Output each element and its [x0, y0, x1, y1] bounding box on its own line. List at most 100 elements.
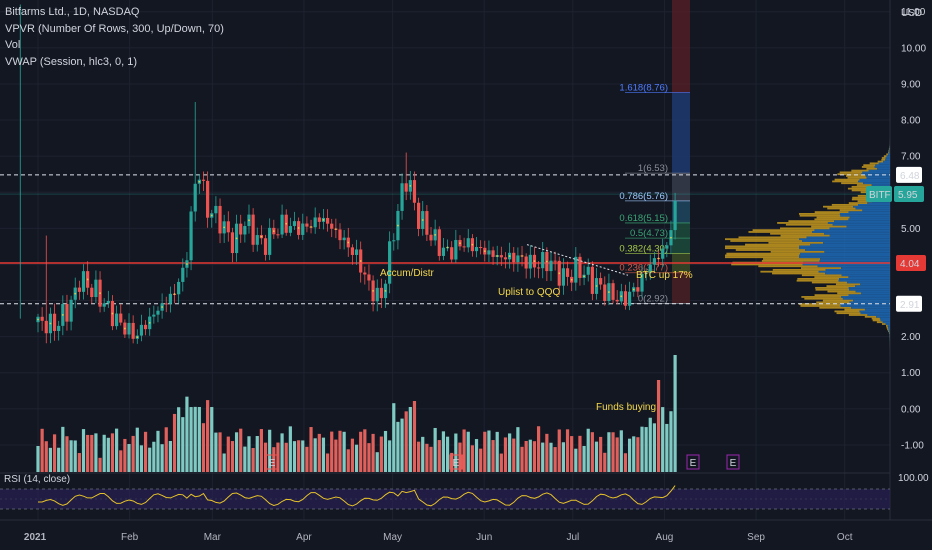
vpvr-bar-down [738, 236, 807, 239]
symbol-badge[interactable] [866, 186, 892, 203]
volume-bar [429, 446, 433, 472]
vwap-point [359, 260, 362, 262]
vpvr-bar-up [834, 220, 890, 223]
volume-bar [408, 407, 412, 472]
volume-bar [582, 445, 586, 472]
vwap-point [334, 228, 337, 230]
earnings-marker[interactable] [449, 454, 463, 470]
volume-bar [404, 411, 408, 472]
fib-label: 0.618(5.15) [619, 213, 668, 224]
candle-body [648, 264, 652, 273]
vpvr-bar-up [885, 323, 890, 325]
legend-vwap[interactable]: VWAP (Session, hlc3, 0, 1) [5, 55, 138, 68]
price-tick-label: -1.00 [901, 440, 924, 451]
legend-title[interactable]: Bitfarms Ltd., 1D, NASDAQ [5, 6, 140, 18]
volume-bar [586, 428, 590, 472]
vpvr-bar-up [863, 182, 890, 185]
vpvr-bar-down [815, 287, 849, 289]
candle-body [189, 211, 193, 261]
level-high-badge[interactable] [896, 166, 922, 183]
vpvr-bar-down [848, 202, 868, 204]
vpvr-bar-down [799, 214, 841, 217]
level-red-badge[interactable] [896, 255, 926, 271]
vpvr-bar-up [799, 254, 890, 257]
time-tick-label: Oct [837, 532, 853, 543]
vpvr-bar-up [880, 319, 890, 322]
volume-bar [110, 433, 115, 472]
time-tick-label: Jun [476, 532, 492, 543]
vpvr-bar-down [847, 176, 867, 179]
candle-body [263, 238, 268, 255]
candle-body [268, 227, 272, 255]
time-tick-label: Sep [747, 532, 765, 543]
vpvr-bar-down [881, 157, 886, 159]
earnings-marker[interactable] [265, 454, 279, 470]
vpvr-bar-up [855, 285, 890, 288]
volume-bar [661, 407, 665, 472]
vpvr-bar-down [801, 274, 842, 277]
volume-bar [44, 441, 48, 472]
volume-bar [350, 438, 355, 472]
volume-bar [375, 452, 379, 472]
vwap-point [459, 242, 461, 245]
vpvr-bar-up [888, 330, 890, 333]
vwap-point [421, 219, 424, 221]
vpvr-bar-up [841, 267, 890, 269]
volume-bar [284, 442, 288, 472]
vpvr-bar-down [811, 225, 847, 228]
vpvr-bar-down [814, 276, 849, 278]
legend-vol[interactable]: Vol [5, 39, 21, 51]
volume-bar [230, 441, 235, 472]
volume-bar [615, 437, 619, 472]
volume-bar [185, 396, 189, 472]
price-tick-label: 5.00 [901, 224, 921, 235]
level-low-badge[interactable] [896, 295, 922, 312]
candle-body [586, 266, 590, 275]
volume-bar [197, 407, 201, 472]
volume-bar [61, 426, 65, 472]
candle-body [499, 255, 503, 258]
candle-body [541, 252, 545, 269]
volume-bar [665, 423, 669, 472]
volume-bar [491, 440, 495, 472]
time-tick-label: Jul [566, 532, 579, 543]
volume-bar [640, 426, 644, 472]
candle-body [81, 271, 86, 292]
candle-body [206, 180, 210, 218]
candle-body [193, 183, 197, 212]
volume-bar [251, 448, 255, 472]
volume-bar [487, 430, 491, 472]
volume-bar [458, 442, 462, 472]
candle-body [52, 313, 57, 331]
vpvr-bar-down [725, 247, 800, 250]
vpvr-bar-down [748, 231, 813, 233]
vpvr-bar-up [855, 290, 890, 293]
vwap-point [37, 318, 39, 321]
vpvr-bar-down [841, 182, 864, 185]
volume-bar [367, 443, 371, 472]
volume-bar [495, 431, 499, 472]
legend-vpvr[interactable]: VPVR (Number Of Rows, 300, Up/Down, 70) [5, 22, 224, 35]
candle-body [503, 257, 508, 260]
volume-bar [193, 406, 197, 472]
candle-body [636, 287, 640, 292]
candle-body [623, 291, 628, 306]
volume-bar [512, 438, 516, 472]
candle-body [400, 183, 404, 211]
vpvr-bar-down [881, 158, 886, 161]
symbol-price-badge[interactable] [894, 186, 924, 203]
vpvr-bar-up [874, 166, 890, 168]
vpvr-bar-down [725, 245, 800, 248]
candle-body [450, 247, 454, 260]
candle-body [214, 205, 218, 214]
vpvr-bar-down [888, 151, 890, 154]
volume-bar [98, 457, 102, 472]
volume-bar [94, 433, 98, 472]
earnings-marker[interactable] [686, 454, 700, 470]
candle-body [325, 217, 330, 224]
vpvr-bar-down [780, 227, 830, 230]
candle-body [131, 322, 135, 339]
earnings-marker[interactable] [726, 454, 740, 470]
vpvr-bar-up [877, 167, 890, 170]
